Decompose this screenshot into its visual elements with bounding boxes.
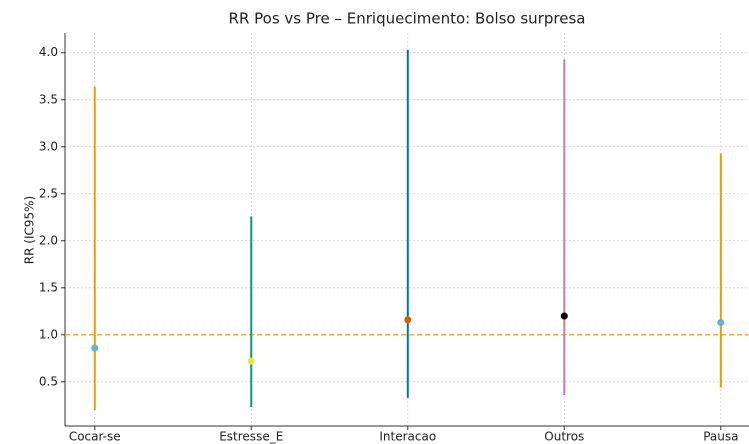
point-estimate xyxy=(560,312,568,320)
x-tick-label: Cocar-se xyxy=(69,430,121,444)
x-tick-label: Outros xyxy=(544,430,584,444)
x-tick-label: Estresse_E xyxy=(219,430,283,444)
point-estimate xyxy=(91,344,99,352)
y-tick-label: 1.5 xyxy=(39,280,58,294)
y-tick-label: 1.0 xyxy=(39,327,58,341)
y-tick-label: 3.5 xyxy=(39,92,58,106)
y-tick-label: 2.5 xyxy=(39,186,58,200)
chart-title: RR Pos vs Pre – Enriquecimento: Bolso su… xyxy=(229,10,586,28)
y-axis-label: RR (IC95%) xyxy=(23,196,37,264)
point-estimate xyxy=(404,316,412,324)
y-tick-label: 0.5 xyxy=(39,374,58,388)
y-tick-label: 2.0 xyxy=(39,233,58,247)
point-estimate xyxy=(717,319,725,327)
point-estimate xyxy=(247,357,255,365)
y-tick-label: 4.0 xyxy=(39,45,58,59)
x-tick-label: Pausa xyxy=(703,430,738,444)
x-tick-label: Interacao xyxy=(379,430,436,444)
y-tick-label: 3.0 xyxy=(39,139,58,153)
